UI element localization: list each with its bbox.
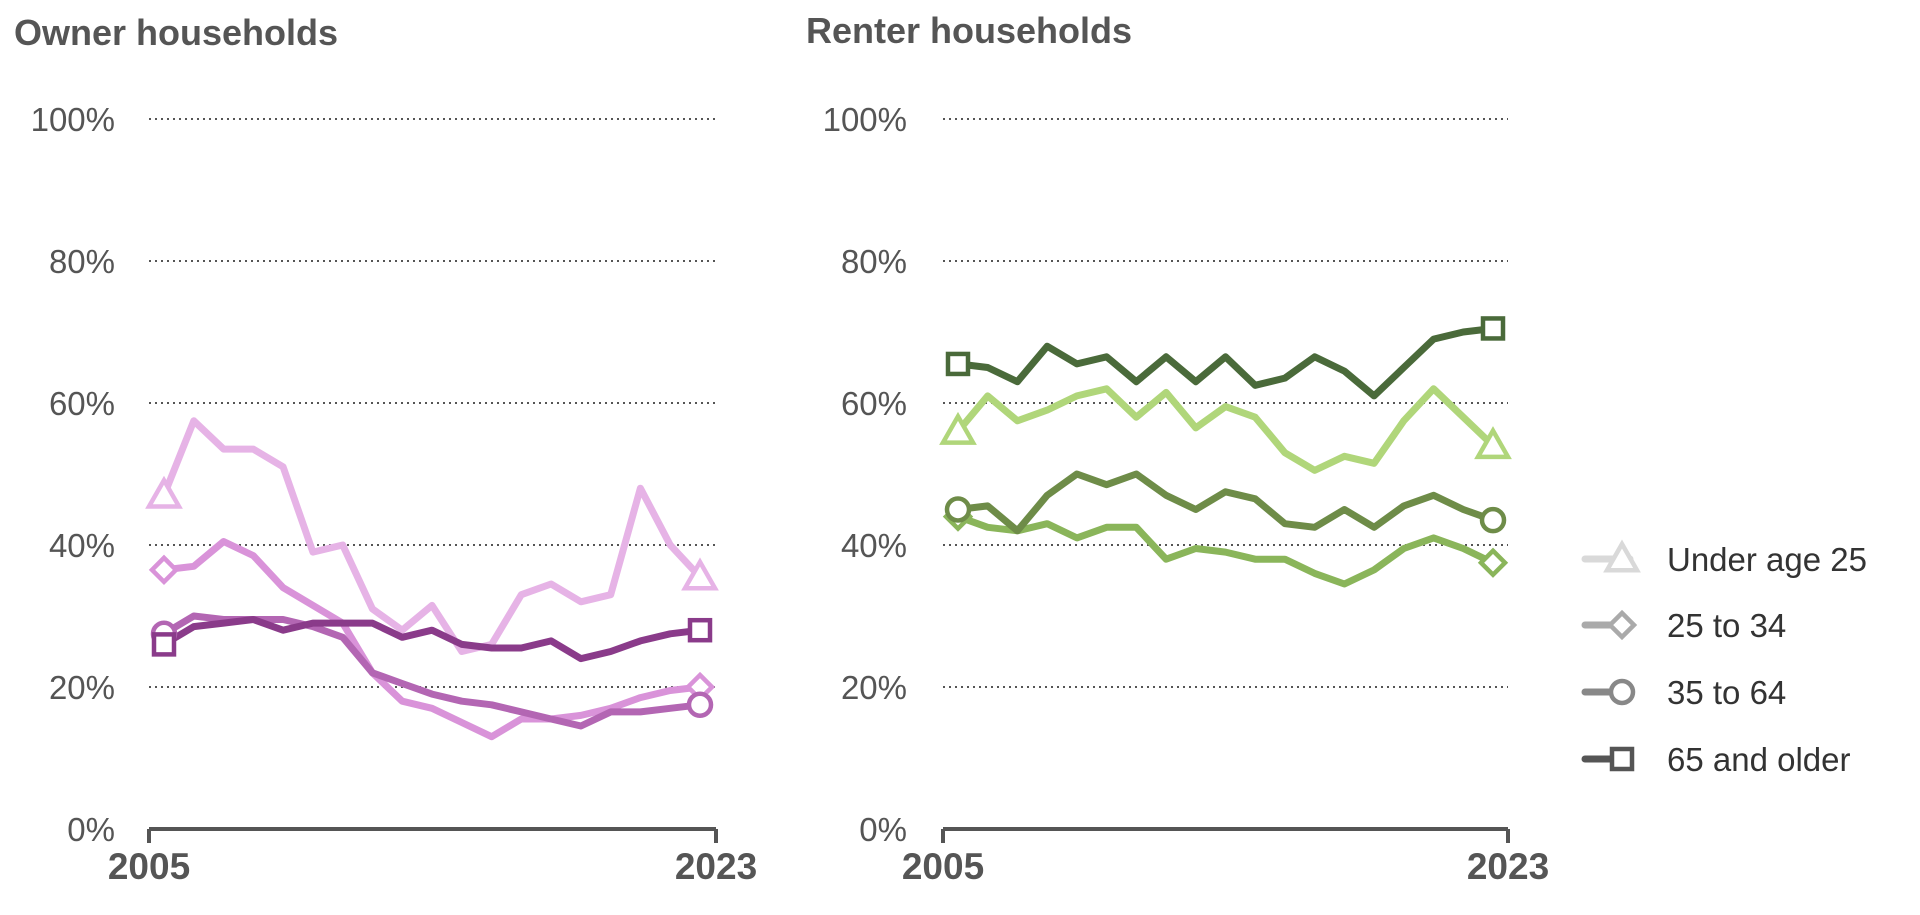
legend-label: Under age 25 <box>1667 541 1867 578</box>
owner-households-panel: Owner households 100% 80% 60% 40% 20% 0%2005 20… <box>14 12 757 887</box>
y-tick-label: 0% <box>67 811 115 848</box>
marker-start-under-age-25 <box>939 411 977 445</box>
legend-label: 35 to 64 <box>1667 674 1786 711</box>
marker-start-25-to-34 <box>148 554 180 586</box>
legend: Under age 25 25 to 34 35 to 64 65 and older <box>1581 539 1867 778</box>
legend-item-35-to-64: 35 to 64 <box>1581 674 1786 711</box>
series-line-under-age-25 <box>954 385 1497 474</box>
legend-marker-circle <box>1608 678 1636 706</box>
marker-start-35-to-64 <box>944 496 972 523</box>
marker-start-65-and-older <box>151 632 177 657</box>
series-line-25-to-34 <box>160 538 704 741</box>
legend-item-65-and-older: 65 and older <box>1581 741 1850 778</box>
marker-end-35-to-64 <box>686 691 714 718</box>
marker-start-65-and-older <box>945 351 971 377</box>
series-line-under-age-25 <box>160 417 704 655</box>
legend-label: 25 to 34 <box>1667 607 1786 644</box>
marker-end-35-to-64 <box>1479 506 1507 534</box>
marker-end-65-and-older <box>1480 316 1506 341</box>
y-tick-label: 60% <box>841 385 907 422</box>
panel-title: Owner households <box>14 12 338 53</box>
legend-marker-diamond <box>1606 609 1638 641</box>
legend-label: 65 and older <box>1667 741 1850 778</box>
panel-title: Renter households <box>806 10 1132 51</box>
series-line-65-and-older <box>160 616 704 663</box>
legend-item-under-age-25: Under age 25 <box>1581 539 1867 578</box>
legend-marker-triangle <box>1603 539 1641 573</box>
y-tick-label: 60% <box>49 385 115 422</box>
marker-end-65-and-older <box>687 617 713 643</box>
y-tick-label: 20% <box>841 669 907 706</box>
legend-item-25-to-34: 25 to 34 <box>1581 607 1786 644</box>
y-tick-label: 100% <box>823 101 907 138</box>
marker-end-under-age-25 <box>1474 426 1512 460</box>
series-line-35-to-64 <box>954 470 1497 535</box>
series-line-65-and-older <box>954 325 1497 400</box>
marker-end-under-age-25 <box>681 557 719 591</box>
x-tick-label-end: 2023 <box>1467 846 1549 887</box>
y-tick-label: 20% <box>49 669 115 706</box>
y-tick-label: 80% <box>841 243 907 280</box>
marker-start-under-age-25 <box>145 475 183 509</box>
marker-end-25-to-34 <box>1477 547 1509 578</box>
series-line-25-to-34 <box>954 513 1497 588</box>
y-tick-label: 100% <box>31 101 115 138</box>
y-tick-label: 40% <box>49 527 115 564</box>
y-tick-label: 0% <box>859 811 907 848</box>
legend-marker-square <box>1609 746 1635 772</box>
y-tick-label: 40% <box>841 527 907 564</box>
x-tick-label-end: 2023 <box>675 846 757 887</box>
x-tick-label-start: 2005 <box>902 846 984 887</box>
y-tick-label: 80% <box>49 243 115 280</box>
renter-households-panel: Renter households 100% 80% 60% 40% 20% 0%2005 2… <box>806 10 1549 887</box>
x-tick-label-start: 2005 <box>108 846 190 887</box>
